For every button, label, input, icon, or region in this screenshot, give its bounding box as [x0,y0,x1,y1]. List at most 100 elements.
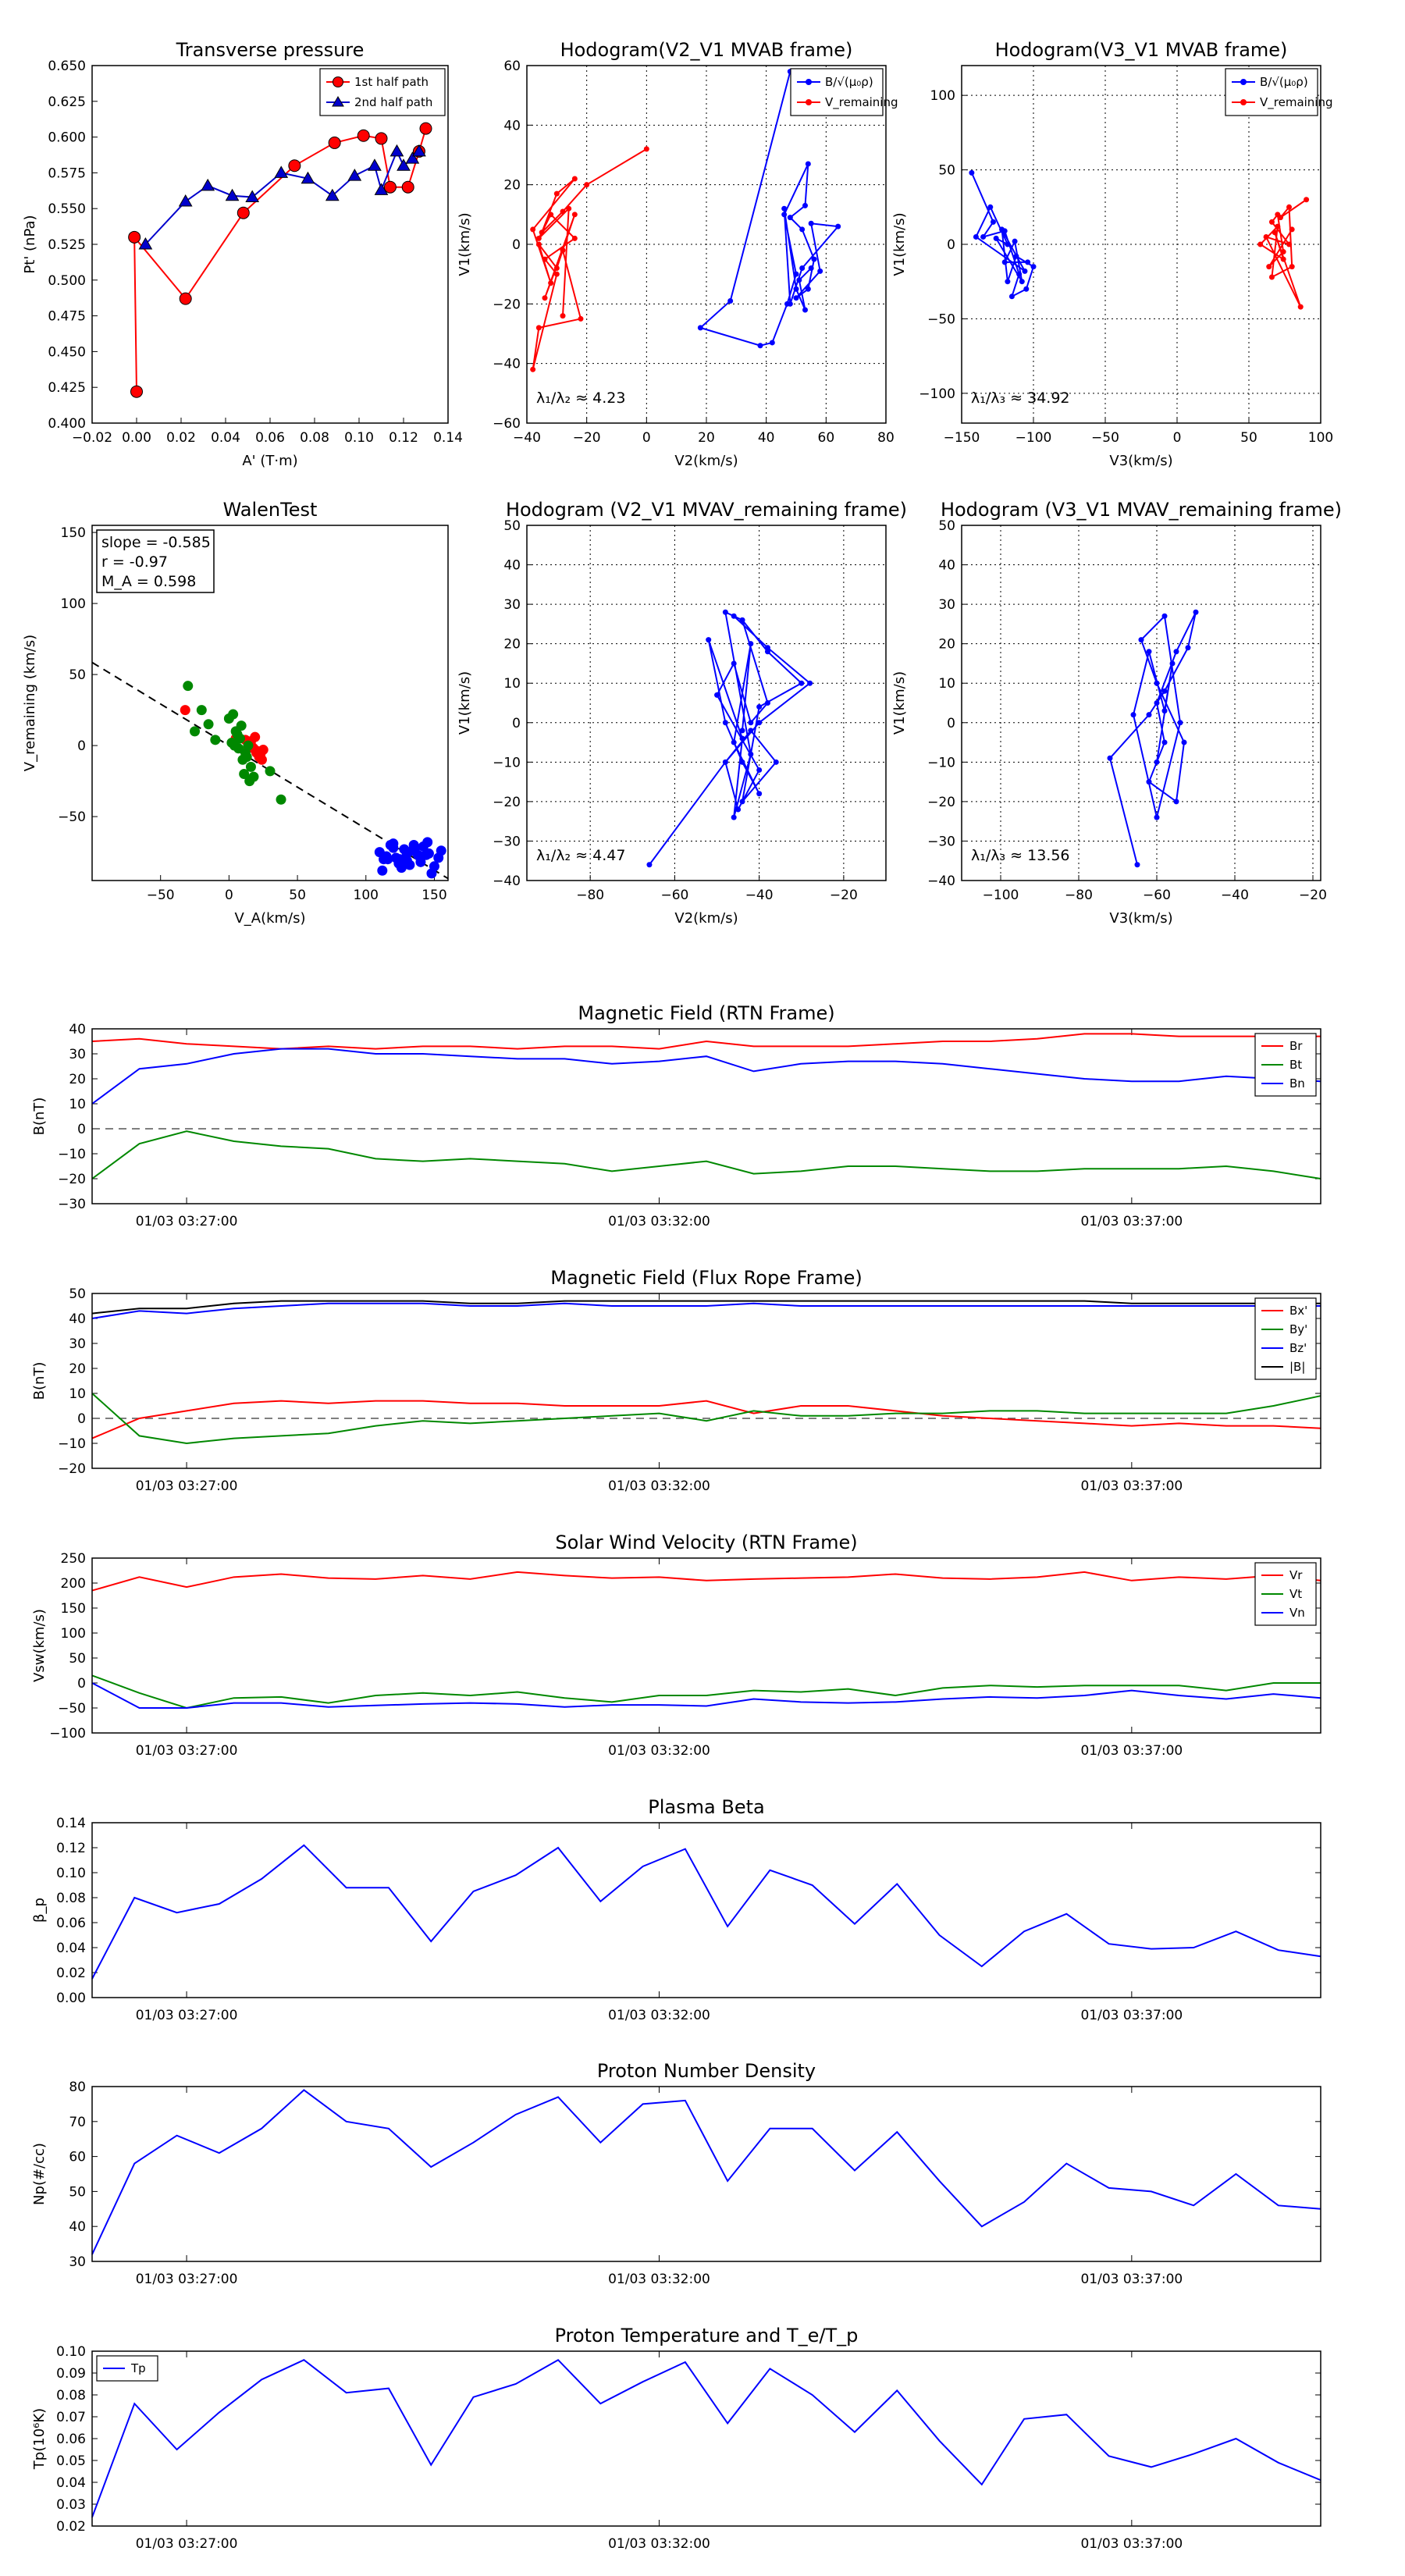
data-point [1173,799,1179,805]
legend-label: Vt [1289,1587,1302,1601]
y-tick-label: 0.03 [56,2497,86,2513]
data-point [1016,271,1023,277]
chart-hodo3: −80 −60 −40 −20 −40 −30 −20 −10 0 10 20 30 40 50Hodog… [457,499,907,927]
series-beta [91,1844,1321,1980]
y-tick-label: 20 [938,637,955,653]
legend-label: 1st half path [354,75,429,89]
data-point [697,325,703,331]
data-point [201,178,215,191]
data-point [1008,294,1015,300]
data-point [1280,256,1286,262]
series-line [91,1674,1321,1710]
data-point [347,169,362,181]
data-point [990,219,996,225]
data-point [1275,223,1281,229]
data-point [1030,264,1037,270]
data-point [196,705,207,716]
x-tick-label: −40 [745,888,774,903]
legend-label: 2nd half path [354,95,432,109]
data-point [802,307,808,313]
x-tick-label: 0 [642,430,651,446]
series-line [91,1571,1321,1592]
y-tick-label: 0.04 [56,2475,86,2491]
data-point [799,265,806,272]
data-point [1005,241,1011,247]
data-point [301,171,315,184]
y-tick-label: 20 [503,637,521,653]
y-tick-label: −20 [58,1172,86,1187]
time-tick-label: 01/03 03:37:00 [1080,1214,1183,1229]
series-line [91,1130,1321,1179]
data-point [1154,814,1160,820]
y-tick-label: 10 [69,1097,86,1112]
data-point [980,233,987,240]
y-tick-label: −20 [493,297,521,312]
y-tick-label: −20 [493,795,521,810]
chart-title: WalenTest [223,499,318,521]
plot-frame [91,65,449,424]
chart-np: 30 40 50 60 70 80 01/03 03:27:00 01/03 03:32:00… [31,2060,1321,2287]
y-tick-label: 0 [77,738,86,754]
y-tick-label: 40 [503,558,521,574]
data-point [1013,253,1019,259]
data-point [571,176,578,182]
x-tick-label: 0 [225,888,233,903]
data-point [1161,688,1168,694]
y-tick-label: 200 [61,1576,86,1592]
x-axis-label: V3(km/s) [1109,910,1172,927]
data-point [1286,241,1293,247]
data-point [405,151,420,164]
y-tick-label: −10 [58,1147,86,1162]
data-point [535,325,542,331]
y-tick-label: −60 [493,416,521,432]
series-bx- [91,1400,1321,1439]
data-point [731,660,737,667]
chart-hodo1: −40 −20 0 20 40 60 80−60−40−200204060Hodogram(… [457,39,898,469]
data-point [714,692,720,698]
data-point [731,613,737,619]
legend-marker [806,79,812,85]
time-tick-label: 01/03 03:32:00 [608,1214,710,1229]
data-point [808,265,814,272]
data-point [388,838,399,849]
data-point [1154,700,1160,706]
series-line [649,610,812,866]
x-tick-label: −0.02 [72,430,112,446]
data-point [226,737,237,748]
data-point [756,791,763,797]
time-tick-label: 01/03 03:27:00 [136,1743,238,1759]
plot-frame [91,2086,1321,2262]
data-point [530,366,536,372]
data-point [328,136,341,149]
data-point [739,799,745,805]
x-tick-label: 0.08 [300,430,329,446]
y-tick-label: 40 [69,1311,86,1327]
y-tick-label: 30 [69,1047,86,1062]
y-tick-label: −30 [493,834,521,849]
plot-area [180,681,446,879]
data-point [241,752,252,763]
chart-tp: 0.02 0.03 0.04 0.05 0.06 0.07 0.08 0.09 0.10 01/0… [31,2325,1321,2552]
data-point [1138,637,1144,643]
data-point [357,129,370,142]
y-axis-label: Np(#/cc) [31,2143,48,2205]
ratio-annotation: λ₁/λ₂ ≈ 4.23 [536,390,625,407]
y-tick-label: 0.475 [48,309,86,325]
plot-frame [91,1028,1321,1204]
y-tick-label: 150 [61,525,86,541]
y-tick-label: 10 [938,676,955,692]
y-tick-label: −40 [927,873,955,889]
y-tick-label: 40 [69,2219,86,2235]
x-tick-label: −150 [944,430,980,446]
data-point [748,751,754,757]
y-tick-label: −10 [58,1436,86,1452]
series-v-remaining [1257,197,1310,310]
y-tick-label: −10 [493,755,521,770]
chart-beta: 0.00 0.02 0.04 0.06 0.08 0.10 0.12 0.14 01/03 03… [31,1796,1321,2023]
data-point [1134,862,1140,868]
series--b- [91,1300,1321,1315]
y-tick-label: 60 [69,2150,86,2165]
series-b- [697,69,841,349]
data-point [245,190,260,203]
